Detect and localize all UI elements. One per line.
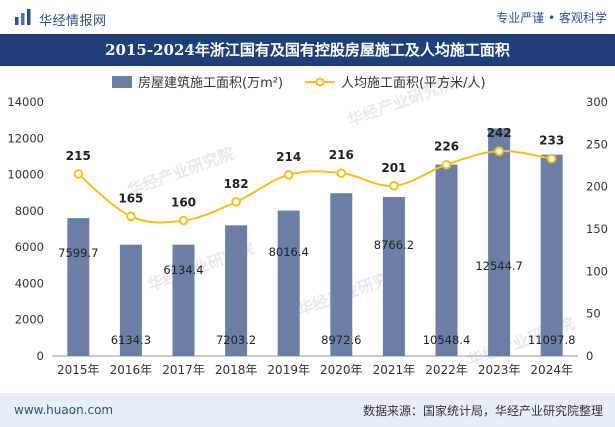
x-tick-label: 2021年 <box>373 363 416 377</box>
bar-data-label: 8766.2 <box>374 238 414 252</box>
y-right-tick-label: 200 <box>586 180 608 194</box>
line-data-label: 160 <box>171 196 196 210</box>
line-point <box>546 153 557 164</box>
x-tick-label: 2024年 <box>530 363 573 377</box>
bar-data-label: 6134.3 <box>111 333 151 347</box>
y-right-tick-label: 0 <box>586 349 593 363</box>
line-point <box>441 159 452 170</box>
brand: 华经情报网 <box>14 8 107 30</box>
y-left-tick-label: 6000 <box>15 240 44 254</box>
bar-data-label: 10548.4 <box>423 333 471 347</box>
bar-mark <box>119 244 142 356</box>
bar-mark <box>382 196 405 356</box>
bar-mark <box>488 128 511 356</box>
y-right-tick-label: 100 <box>586 264 608 278</box>
bar-data-label: 7599.7 <box>58 246 98 260</box>
line-data-label: 182 <box>224 177 249 191</box>
line-data-label: 215 <box>66 149 91 163</box>
bar-data-label: 7203.2 <box>216 333 256 347</box>
y-left-tick-label: 2000 <box>15 313 44 327</box>
bar-mark <box>330 193 353 356</box>
y-right-tick-label: 300 <box>586 95 608 109</box>
line-data-label: 201 <box>381 161 406 175</box>
line-data-label: 242 <box>487 126 512 140</box>
title-bar: 2015-2024年浙江国有及国有控股房屋施工及人均施工面积 <box>0 34 615 66</box>
legend-line-marker <box>315 77 325 87</box>
line-point <box>178 215 189 226</box>
y-right-tick-label: 150 <box>586 222 608 236</box>
line-series-path <box>77 150 552 224</box>
tagline: 专业严谨 • 客观科学 <box>496 11 607 25</box>
x-tick-label: 2017年 <box>162 363 205 377</box>
bar-mark <box>277 210 300 356</box>
brand-logo-icon <box>14 8 32 30</box>
line-point <box>283 170 294 180</box>
brand-name: 华经情报网 <box>39 13 107 29</box>
line-point <box>126 211 136 222</box>
footer-source: 数据来源：国家统计局，华经产业研究院整理 <box>362 404 603 418</box>
y-left-tick-label: 12000 <box>7 131 44 145</box>
x-tick-label: 2023年 <box>478 363 521 377</box>
y-left-tick-label: 8000 <box>15 204 44 218</box>
x-tick-label: 2022年 <box>425 363 468 377</box>
line-point <box>336 168 347 178</box>
bar-mark <box>172 244 195 356</box>
line-point <box>389 181 399 191</box>
legend-line-label: 人均施工面积(平方米/人) <box>341 75 486 91</box>
x-tick-label: 2016年 <box>110 363 153 377</box>
y-right-tick-label: 250 <box>586 137 608 151</box>
x-tick-label: 2020年 <box>320 363 363 377</box>
legend-bar-label: 房屋建筑施工面积(万m²) <box>138 75 283 91</box>
line-data-label: 233 <box>539 134 564 148</box>
footer-website[interactable]: www.huaon.com <box>14 403 114 417</box>
bar-mark <box>225 225 248 356</box>
bar-data-label: 6134.4 <box>163 263 203 277</box>
bar-data-label: 11097.8 <box>528 333 576 347</box>
chart-area: 华经产业研究院华经产业研究院华经产业研究院华经产业研究院华经产业研究院02000… <box>7 74 608 377</box>
top-bar: 华经情报网 专业严谨 • 客观科学 <box>0 0 615 34</box>
bar-data-label: 12544.7 <box>475 259 523 273</box>
bar-mark <box>67 218 90 356</box>
x-tick-label: 2018年 <box>215 363 258 377</box>
y-left-tick-label: 0 <box>37 349 44 363</box>
legend-bar-swatch <box>112 76 132 88</box>
footer-bar: www.huaon.com 数据来源：国家统计局，华经产业研究院整理 <box>0 393 615 427</box>
bar-mark <box>540 154 563 356</box>
chart-title: 2015-2024年浙江国有及国有控股房屋施工及人均施工面积 <box>105 41 510 59</box>
y-left-tick-label: 10000 <box>7 168 44 182</box>
x-tick-label: 2015年 <box>57 363 100 377</box>
y-right-tick-label: 50 <box>586 307 601 321</box>
line-data-label: 214 <box>276 150 301 164</box>
x-tick-label: 2019年 <box>267 363 310 377</box>
y-left-tick-label: 14000 <box>7 95 44 109</box>
bar-mark <box>435 164 458 356</box>
line-point <box>73 169 84 179</box>
line-data-label: 165 <box>118 191 143 205</box>
line-data-label: 226 <box>434 140 459 154</box>
bar-data-label: 8972.6 <box>321 333 361 347</box>
y-left-tick-label: 4000 <box>15 276 44 290</box>
line-data-label: 216 <box>329 148 354 162</box>
bar-data-label: 8016.4 <box>269 245 309 259</box>
line-point <box>494 146 504 156</box>
line-point <box>231 197 241 207</box>
